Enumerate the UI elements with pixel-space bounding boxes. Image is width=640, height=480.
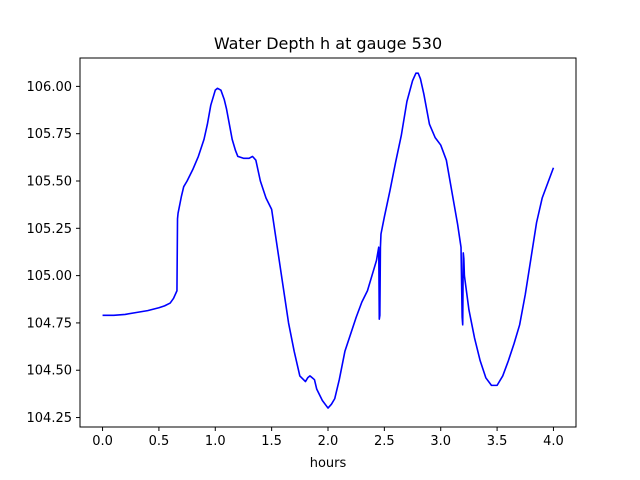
y-tick-label: 104.50 bbox=[27, 364, 73, 379]
chart-title: Water Depth h at gauge 530 bbox=[214, 34, 442, 53]
x-tick-label: 1.0 bbox=[205, 434, 226, 449]
x-tick-label: 3.5 bbox=[487, 434, 508, 449]
y-tick-label: 106.00 bbox=[27, 80, 73, 95]
series-layer bbox=[102, 72, 555, 409]
x-tick-label: 0.5 bbox=[149, 434, 170, 449]
y-tick-label: 104.75 bbox=[27, 316, 73, 331]
x-tick-label: 2.5 bbox=[374, 434, 395, 449]
series-line-0 bbox=[102, 72, 555, 409]
y-tick-label: 104.25 bbox=[27, 411, 73, 426]
y-tick-label: 105.50 bbox=[27, 175, 73, 190]
x-tick-label: 3.0 bbox=[430, 434, 451, 449]
x-axis-ticks: 0.0 0.5 1.0 1.5 2.0 2.5 3.0 3.5 4.0 bbox=[92, 427, 564, 449]
y-tick-label: 105.75 bbox=[27, 127, 73, 142]
x-tick-label: 4.0 bbox=[543, 434, 564, 449]
x-axis-label: hours bbox=[310, 456, 347, 471]
y-axis-ticks: 104.25 104.50 104.75 105.00 105.25 105.50 105.… bbox=[27, 80, 80, 426]
y-tick-label: 105.00 bbox=[27, 269, 73, 284]
x-tick-label: 1.5 bbox=[261, 434, 282, 449]
x-tick-label: 2.0 bbox=[318, 434, 339, 449]
x-tick-label: 0.0 bbox=[92, 434, 113, 449]
y-tick-label: 105.25 bbox=[27, 222, 73, 237]
plot-area-frame bbox=[79, 57, 577, 428]
